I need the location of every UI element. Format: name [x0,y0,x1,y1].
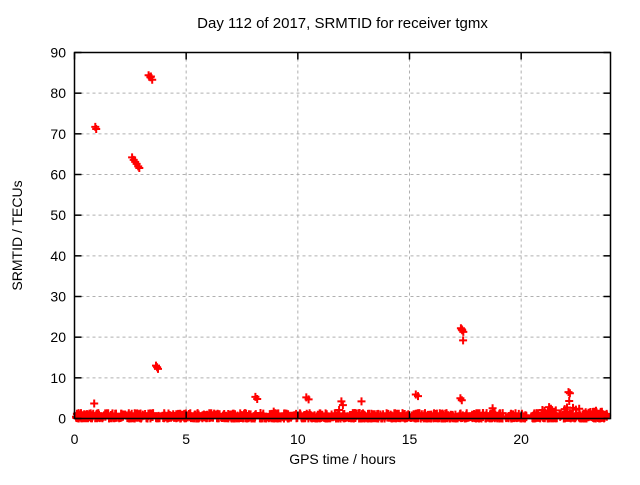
y-tick-label: 30 [50,289,66,305]
grid-lines [74,52,611,419]
x-axis-label: GPS time / hours [289,451,396,467]
plot-border [73,51,612,420]
y-tick-label: 60 [50,167,66,183]
plus-markers [72,71,612,423]
x-tick-label: 5 [182,431,190,447]
y-tick-label: 80 [50,85,66,101]
y-tick-label: 50 [50,207,66,223]
y-tick-label: 10 [50,370,66,386]
chart-title: Day 112 of 2017, SRMTID for receiver tgm… [197,15,488,32]
axes [73,51,612,420]
y-tick-label: 70 [50,126,66,142]
y-tick-label: 90 [50,45,66,61]
y-tick-label: 20 [50,329,66,345]
y-tick-label: 0 [58,411,66,427]
x-tick-label: 15 [402,431,418,447]
tick-labels: 0 5 10 15 20 0 10 20 30 40 50 60 70 80 90 [50,45,529,448]
data-points [72,71,612,423]
x-tick-label: 10 [290,431,306,447]
y-axis-label: SRMTID / TECUs [9,180,25,290]
y-tick-label: 40 [50,248,66,264]
x-tick-label: 0 [71,431,79,447]
x-tick-label: 20 [513,431,529,447]
